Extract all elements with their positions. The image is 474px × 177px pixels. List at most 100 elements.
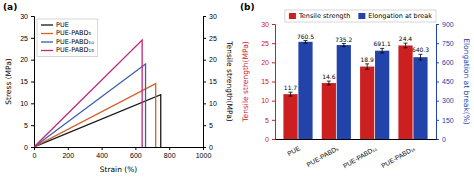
tick-label: 15 xyxy=(261,78,269,85)
legend-label: PUE-PABD₁₅ xyxy=(56,46,94,54)
tick-mark xyxy=(203,82,206,83)
tick-label: 5 xyxy=(209,122,213,129)
legend-label: PUE-PABD₁₀ xyxy=(56,38,94,46)
legend-item: Tensile strength xyxy=(289,12,350,20)
bar xyxy=(322,83,336,139)
x-axis: 02004006008001000 xyxy=(33,147,212,159)
legend-item: PUE xyxy=(41,21,69,29)
tick: 10 xyxy=(203,100,217,107)
tick-label: 5 xyxy=(24,122,28,129)
tick-label: 450 xyxy=(442,78,454,85)
tick: 0 xyxy=(24,144,34,151)
axis-title: Strain (%) xyxy=(100,165,138,174)
tick-label: 0 xyxy=(209,144,213,151)
error-bar xyxy=(289,92,293,96)
tick: 0 xyxy=(436,136,446,143)
tick: 15 xyxy=(261,78,275,85)
tick-mark xyxy=(272,62,275,63)
tick: 450 xyxy=(436,78,454,85)
line xyxy=(34,64,146,147)
error-bar xyxy=(342,44,346,47)
tick-label: 200 xyxy=(62,152,74,159)
error-bar xyxy=(380,48,384,53)
error-bar-line xyxy=(380,48,384,49)
axis-line xyxy=(437,25,440,140)
axis-line xyxy=(35,148,204,151)
legend-label: Elongation at break xyxy=(368,12,432,20)
tick-mark xyxy=(272,101,275,102)
tick-mark xyxy=(203,38,206,39)
data-label: 640.3 xyxy=(412,46,429,53)
tick: 25 xyxy=(203,35,217,42)
line xyxy=(34,84,156,147)
tick: 20 xyxy=(20,56,34,63)
error-bar xyxy=(303,41,307,44)
panel: 051015202530Stress (MPa)051015202530Tens… xyxy=(3,2,234,174)
panel: 051015202530Tensile strength(MPa)0150300… xyxy=(240,2,471,169)
tick-mark xyxy=(31,147,34,148)
tick: PUE-PABD₅ xyxy=(305,144,339,168)
tick: 200 xyxy=(62,147,74,159)
error-bar-line xyxy=(343,44,344,47)
error-bar-line xyxy=(365,63,369,64)
legend-swatch xyxy=(41,50,53,51)
tick: 5 xyxy=(265,117,275,124)
axis-line xyxy=(276,139,437,140)
tick-mark xyxy=(203,103,206,104)
data-label: 691.1 xyxy=(374,40,391,47)
legend-swatch xyxy=(358,13,365,19)
tick: 30 xyxy=(203,13,217,20)
tick-label: 25 xyxy=(261,40,269,47)
tick-mark xyxy=(272,82,275,83)
labels: 11.714.618.924.4760.5735.2691.1640.3 xyxy=(284,33,429,92)
axis-title: Stress (MPa) xyxy=(4,58,13,105)
tick-mark xyxy=(272,139,275,140)
tick: 5 xyxy=(203,122,213,129)
data-label: 14.6 xyxy=(322,73,336,80)
error-bar-line xyxy=(327,81,331,82)
error-bar-line xyxy=(289,92,293,93)
tick: 1000 xyxy=(196,147,212,159)
tick: 10 xyxy=(20,100,34,107)
bar xyxy=(360,67,374,139)
legend-swatch xyxy=(41,24,53,25)
tick: 30 xyxy=(261,21,275,28)
legend-item: PUE-PABD₅ xyxy=(41,29,92,37)
tick-mark xyxy=(436,24,439,25)
tick: PUE-PABD₁₀ xyxy=(342,144,378,169)
y2-axis: 0150300450600750900 xyxy=(436,21,454,143)
legend-box xyxy=(285,10,436,22)
error-bar xyxy=(365,64,369,69)
tick-label: 30 xyxy=(209,13,217,20)
tick-label: 20 xyxy=(20,56,28,63)
marks xyxy=(283,41,427,139)
tick-mark xyxy=(31,60,34,61)
tick-label: 750 xyxy=(442,40,454,47)
tick: PUE-PABD₁₅ xyxy=(380,144,416,169)
error-bar-line xyxy=(420,54,421,60)
error-bar-line xyxy=(365,69,369,70)
tick-label: 900 xyxy=(442,21,454,28)
tick-mark xyxy=(34,147,35,150)
tick: 900 xyxy=(436,21,454,28)
error-bar-line xyxy=(367,64,368,69)
x-axis: PUEPUE-PABD₅PUE-PABD₁₀PUE-PABD₁₅ xyxy=(276,140,437,170)
error-bar-line xyxy=(382,48,383,53)
error-bar-line xyxy=(342,46,346,47)
plot: 051015202530Tensile strength(MPa)0150300… xyxy=(241,21,471,170)
legend-swatch xyxy=(41,33,53,34)
error-bar-line xyxy=(289,96,293,97)
tick-mark xyxy=(203,60,206,61)
tick-mark xyxy=(272,24,275,25)
tick-mark xyxy=(436,43,439,44)
tick-mark xyxy=(436,101,439,102)
bar xyxy=(283,94,297,139)
tick-mark xyxy=(31,38,34,39)
axis-line xyxy=(204,17,207,148)
tick-label: 0 xyxy=(265,136,269,143)
error-bar-line xyxy=(405,43,406,48)
tick-mark xyxy=(203,16,206,17)
data-label: 24.4 xyxy=(399,35,413,42)
tick-mark xyxy=(169,147,170,150)
tick: 600 xyxy=(436,59,454,66)
